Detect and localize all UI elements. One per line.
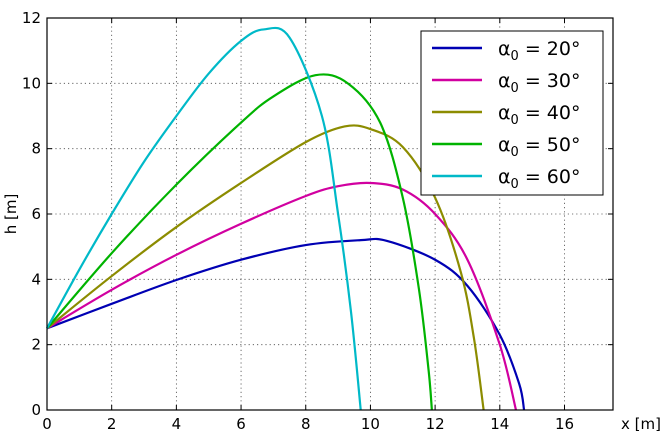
legend-value: = 40°	[519, 102, 581, 124]
axis-ticks	[46, 17, 613, 411]
x-axis-label: x [m]	[621, 415, 660, 433]
legend-value: = 50°	[519, 134, 581, 156]
series-line-4	[46, 73, 433, 411]
x-tick-label: 4	[172, 415, 182, 433]
legend-entry-4: α0 = 50°	[432, 134, 581, 160]
legend-subscript: 0	[511, 145, 519, 160]
series-line-3	[46, 124, 485, 411]
legend-label: α0 = 30°	[498, 70, 581, 96]
x-tick-label: 12	[426, 415, 445, 433]
legend-value: = 60°	[519, 166, 581, 188]
legend-label: α0 = 50°	[498, 134, 581, 160]
legend-subscript: 0	[511, 49, 519, 64]
legend-symbol: α	[498, 166, 511, 188]
legend-symbol: α	[498, 70, 511, 92]
x-tick-label: 0	[42, 415, 52, 433]
legend: α0 = 20°α0 = 30°α0 = 40°α0 = 50°α0 = 60°	[420, 30, 604, 196]
tick-labels: 0 2 4 6 8 10 12 14 16 0 2 4 6 8 10 12	[22, 9, 574, 433]
legend-symbol: α	[498, 134, 511, 156]
series-line-2	[46, 181, 518, 411]
x-tick-label: 10	[361, 415, 380, 433]
y-tick-label: 2	[31, 336, 41, 354]
legend-value: = 30°	[519, 70, 581, 92]
series-lines	[46, 26, 526, 411]
y-axis-label: h [m]	[2, 194, 20, 235]
y-tick-label: 6	[31, 205, 41, 223]
legend-value: = 20°	[519, 38, 581, 60]
legend-subscript: 0	[511, 113, 519, 128]
legend-symbol: α	[498, 102, 511, 124]
legend-entry-2: α0 = 30°	[432, 70, 581, 96]
y-tick-label: 0	[31, 401, 41, 419]
x-tick-label: 6	[236, 415, 246, 433]
x-tick-label: 2	[107, 415, 117, 433]
legend-entry-3: α0 = 40°	[432, 102, 581, 128]
legend-entry-5: α0 = 60°	[432, 166, 581, 192]
legend-subscript: 0	[511, 177, 519, 192]
y-tick-label: 12	[22, 9, 41, 27]
y-tick-label: 8	[31, 140, 41, 158]
legend-symbol: α	[498, 38, 511, 60]
legend-label: α0 = 60°	[498, 166, 581, 192]
legend-subscript: 0	[511, 81, 519, 96]
legend-entry-1: α0 = 20°	[432, 38, 581, 64]
y-tick-label: 10	[22, 74, 41, 92]
x-tick-label: 14	[490, 415, 509, 433]
legend-label: α0 = 40°	[498, 102, 581, 128]
x-tick-label: 16	[555, 415, 574, 433]
x-tick-label: 8	[301, 415, 311, 433]
legend-label: α0 = 20°	[498, 38, 581, 64]
series-line-5	[46, 26, 362, 411]
series-line-1	[46, 237, 526, 411]
y-tick-label: 4	[31, 270, 41, 288]
